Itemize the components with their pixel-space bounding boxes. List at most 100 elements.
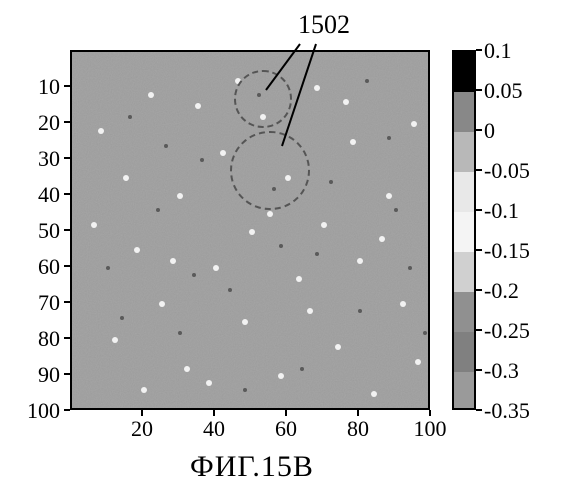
y-tick-label: 60 <box>20 254 60 280</box>
y-tick-mark <box>64 301 70 303</box>
y-tick-mark <box>64 229 70 231</box>
colorbar-band <box>454 212 474 252</box>
figure-caption: ФИГ.15B <box>190 450 314 484</box>
colorbar-band <box>454 52 474 92</box>
colorbar-tick-mark <box>476 329 482 331</box>
heatmap-speck <box>249 229 255 235</box>
x-tick-mark <box>213 410 215 416</box>
colorbar-tick-label: 0 <box>484 118 495 144</box>
x-tick-label: 20 <box>122 416 162 442</box>
colorbar-tick-mark <box>476 409 482 411</box>
heatmap-speck <box>91 222 97 228</box>
heatmap-speck <box>329 180 333 184</box>
heatmap-speck <box>315 252 319 256</box>
y-tick-mark <box>64 193 70 195</box>
heatmap-speck <box>423 331 427 335</box>
y-tick-mark <box>64 409 70 411</box>
x-tick-mark <box>285 410 287 416</box>
x-tick-mark <box>357 410 359 416</box>
heatmap-speck <box>106 266 110 270</box>
heatmap-speck <box>307 308 313 314</box>
y-tick-mark <box>64 121 70 123</box>
x-tick-label: 80 <box>338 416 378 442</box>
heatmap-speck <box>278 373 284 379</box>
colorbar-tick-mark <box>476 249 482 251</box>
heatmap-speck <box>321 222 327 228</box>
colorbar-tick-mark <box>476 209 482 211</box>
colorbar-band <box>454 332 474 372</box>
colorbar-tick-label: 0.1 <box>484 38 512 64</box>
colorbar-band <box>454 132 474 172</box>
colorbar-tick-label: 0.05 <box>484 78 523 104</box>
heatmap-speck <box>195 103 201 109</box>
heatmap-speck <box>128 115 132 119</box>
heatmap-speck <box>98 128 104 134</box>
heatmap-speck <box>178 331 182 335</box>
colorbar-tick-mark <box>476 169 482 171</box>
y-tick-label: 70 <box>20 290 60 316</box>
colorbar-band <box>454 372 474 410</box>
colorbar-band <box>454 92 474 132</box>
heatmap-speck <box>379 236 385 242</box>
heatmap-speck <box>170 258 176 264</box>
heatmap-speck <box>242 319 248 325</box>
heatmap-speck <box>159 301 165 307</box>
heatmap-speck <box>296 276 302 282</box>
x-tick-label: 40 <box>194 416 234 442</box>
y-tick-mark <box>64 265 70 267</box>
heatmap-speck <box>350 139 356 145</box>
feature-ring <box>230 131 309 210</box>
heatmap-speck <box>164 144 168 148</box>
colorbar <box>452 50 476 410</box>
colorbar-tick-label: -0.05 <box>484 158 530 184</box>
colorbar-tick-label: -0.1 <box>484 198 519 224</box>
colorbar-band <box>454 252 474 292</box>
colorbar-tick-label: -0.15 <box>484 238 530 264</box>
y-tick-label: 80 <box>20 326 60 352</box>
colorbar-tick-label: -0.35 <box>484 398 530 424</box>
y-tick-label: 30 <box>20 146 60 172</box>
annotation-label: 1502 <box>298 10 350 40</box>
x-tick-label: 60 <box>266 416 306 442</box>
colorbar-tick-label: -0.3 <box>484 358 519 384</box>
heatmap-speck <box>220 150 226 156</box>
x-tick-mark <box>141 410 143 416</box>
heatmap <box>70 50 430 410</box>
x-tick-mark <box>429 410 431 416</box>
colorbar-tick-mark <box>476 129 482 131</box>
y-tick-label: 90 <box>20 362 60 388</box>
colorbar-tick-mark <box>476 369 482 371</box>
figure: 1502 ФИГ.15B 10 20 30 40 50 60 70 80 90 100 20 40 60… <box>0 0 567 500</box>
y-tick-label: 50 <box>20 218 60 244</box>
y-tick-label: 40 <box>20 182 60 208</box>
feature-ring <box>234 70 292 128</box>
colorbar-tick-mark <box>476 289 482 291</box>
heatmap-speck <box>200 158 204 162</box>
y-tick-mark <box>64 157 70 159</box>
heatmap-speck <box>177 193 183 199</box>
heatmap-speck <box>123 175 129 181</box>
y-tick-mark <box>64 85 70 87</box>
x-tick-label: 100 <box>410 416 450 442</box>
y-tick-mark <box>64 373 70 375</box>
y-tick-label: 10 <box>20 74 60 100</box>
colorbar-tick-mark <box>476 89 482 91</box>
heatmap-speck <box>357 258 363 264</box>
y-tick-mark <box>64 337 70 339</box>
colorbar-tick-mark <box>476 49 482 51</box>
heatmap-speck <box>411 121 417 127</box>
heatmap-speck <box>415 359 421 365</box>
heatmap-speck <box>386 193 392 199</box>
colorbar-band <box>454 292 474 332</box>
heatmap-speck <box>184 366 190 372</box>
y-tick-label: 100 <box>20 398 60 424</box>
heatmap-speck <box>134 247 140 253</box>
heatmap-speck <box>365 79 369 83</box>
colorbar-tick-label: -0.25 <box>484 318 530 344</box>
colorbar-band <box>454 172 474 212</box>
heatmap-speck <box>314 85 320 91</box>
colorbar-tick-label: -0.2 <box>484 278 519 304</box>
y-tick-label: 20 <box>20 110 60 136</box>
heatmap-speck <box>206 380 212 386</box>
heatmap-speck <box>213 265 219 271</box>
